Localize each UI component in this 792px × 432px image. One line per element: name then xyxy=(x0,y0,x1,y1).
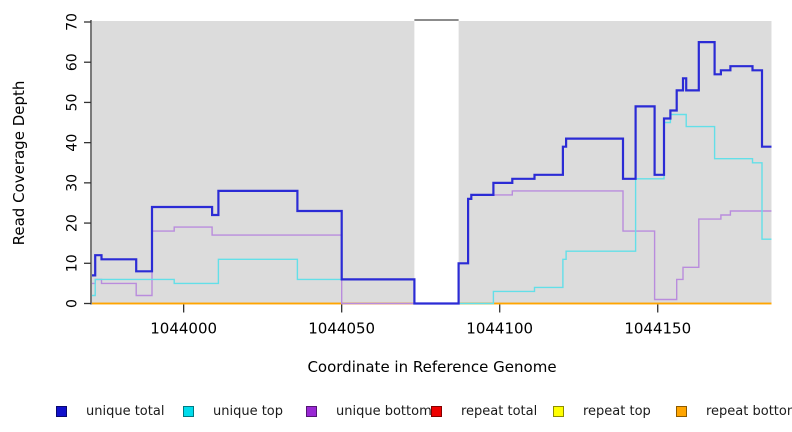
y-tick-label: 70 xyxy=(65,13,81,31)
legend-swatch-unique-bottom xyxy=(306,405,317,417)
legend-label: unique total xyxy=(86,403,165,419)
legend: unique total unique top unique bottom repea… xyxy=(0,401,792,423)
legend-swatch-unique-top xyxy=(183,405,194,417)
y-tick-label: 0 xyxy=(65,299,81,308)
y-tick-label: 20 xyxy=(65,214,81,232)
legend-label: unique bottom xyxy=(336,403,432,419)
legend-swatch-repeat-total xyxy=(431,405,442,417)
y-tick-label: 30 xyxy=(65,174,81,192)
x-tick-label: 1044050 xyxy=(308,320,375,338)
coverage-gap-band xyxy=(414,21,459,304)
series-unique-top xyxy=(92,113,772,305)
legend-item-repeat-total: repeat total xyxy=(431,401,537,421)
y-axis-title: Read Coverage Depth xyxy=(10,81,28,246)
x-tick-label: 1044150 xyxy=(624,320,691,338)
x-tick-label: 1044100 xyxy=(466,320,533,338)
legend-swatch-repeat-bottom xyxy=(676,405,687,417)
legend-item-unique-top: unique top xyxy=(183,401,283,421)
legend-swatch-repeat-top xyxy=(553,405,564,417)
legend-label: repeat top xyxy=(583,403,651,419)
legend-item-unique-total: unique total xyxy=(56,401,164,421)
x-tick-label: 1044000 xyxy=(150,320,217,338)
series-unique-total xyxy=(92,41,772,305)
y-tick-label: 10 xyxy=(65,254,81,272)
legend-label: repeat bottom xyxy=(706,403,792,419)
legend-swatch-unique-total xyxy=(56,405,67,417)
legend-label: repeat total xyxy=(461,403,538,419)
legend-item-unique-bottom: unique bottom xyxy=(306,401,432,421)
y-tick-label: 60 xyxy=(65,53,81,71)
legend-item-repeat-top: repeat top xyxy=(553,401,651,421)
chart-svg: Read Coverage Depth Coordinate in Refere… xyxy=(10,13,772,376)
legend-label: unique top xyxy=(213,403,284,419)
legend-item-repeat-bottom: repeat bottom xyxy=(676,401,792,421)
x-axis-title: Coordinate in Reference Genome xyxy=(307,358,556,376)
y-tick-label: 50 xyxy=(65,94,81,112)
y-tick-label: 40 xyxy=(65,134,81,152)
